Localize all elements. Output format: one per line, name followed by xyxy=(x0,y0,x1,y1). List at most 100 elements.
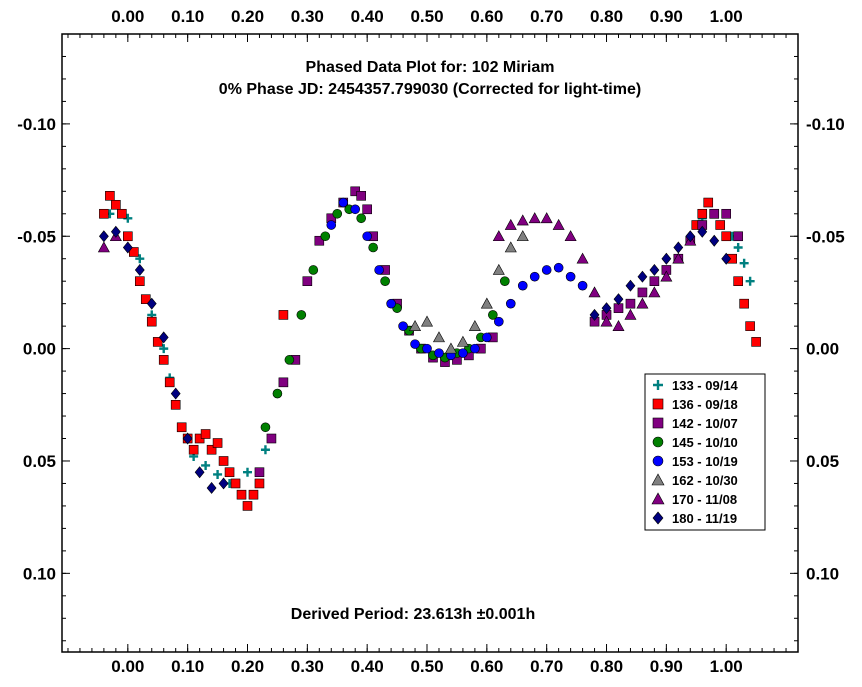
legend-marker xyxy=(653,380,663,390)
data-point xyxy=(212,438,223,448)
data-point xyxy=(122,241,133,254)
data-point xyxy=(200,429,211,439)
data-point xyxy=(201,460,211,470)
x-tick-label-top: 0.60 xyxy=(470,7,503,26)
data-point xyxy=(541,265,552,275)
x-tick-label-bottom: 0.70 xyxy=(530,657,563,676)
data-point xyxy=(564,230,577,242)
data-point xyxy=(254,478,265,489)
data-point xyxy=(504,218,517,230)
data-point xyxy=(99,208,109,219)
data-point xyxy=(242,501,253,511)
data-point xyxy=(458,348,468,358)
data-point xyxy=(492,230,505,242)
data-point xyxy=(218,456,229,466)
data-point xyxy=(565,271,576,282)
data-point xyxy=(98,230,109,243)
y-tick-label-left: -0.05 xyxy=(17,227,56,246)
data-point xyxy=(170,387,181,400)
data-point xyxy=(456,335,469,347)
data-point xyxy=(709,234,720,247)
y-tick-label-left: 0.05 xyxy=(23,452,56,471)
data-point xyxy=(158,355,169,365)
data-point xyxy=(374,265,384,275)
legend: 133 - 09/14 136 - 09/18 142 - 10/07 145 - 1… xyxy=(644,373,766,531)
x-tick-label-bottom: 0.30 xyxy=(291,657,324,676)
data-point xyxy=(516,230,529,242)
chart-subtitle: 0% Phase JD: 2454357.799030 (Corrected f… xyxy=(219,81,641,98)
data-point xyxy=(589,308,600,321)
data-point xyxy=(368,242,378,253)
data-point xyxy=(733,231,743,242)
data-point xyxy=(159,344,169,354)
data-point xyxy=(164,377,175,388)
data-point xyxy=(649,263,660,276)
y-tick-label-right: -0.10 xyxy=(806,115,845,134)
data-point xyxy=(553,262,564,273)
data-point xyxy=(601,302,612,315)
data-point xyxy=(625,298,636,309)
data-point xyxy=(649,276,660,287)
x-tick-label-top: 0.50 xyxy=(410,7,443,26)
data-point xyxy=(302,276,313,287)
data-point xyxy=(206,444,217,455)
data-point xyxy=(111,199,121,210)
y-tick-label-right: 0.05 xyxy=(806,452,839,471)
data-point xyxy=(110,225,121,238)
data-point xyxy=(152,337,163,347)
data-point xyxy=(432,331,445,343)
data-point xyxy=(751,337,761,347)
data-point xyxy=(625,279,636,292)
data-point xyxy=(685,230,696,243)
x-tick-label-bottom: 1.00 xyxy=(710,657,743,676)
legend-label: 180 - 11/19 xyxy=(672,511,737,526)
data-point xyxy=(434,348,444,358)
data-point xyxy=(356,191,366,201)
data-point xyxy=(380,276,390,287)
data-point xyxy=(308,265,319,275)
data-point xyxy=(362,231,372,242)
data-point xyxy=(146,297,157,310)
data-point xyxy=(332,208,343,219)
data-point xyxy=(715,220,726,230)
data-point xyxy=(320,231,331,242)
data-point xyxy=(637,287,648,298)
legend-marker xyxy=(652,417,664,429)
data-point xyxy=(350,204,361,215)
data-point xyxy=(648,286,661,298)
x-tick-label-top: 0.90 xyxy=(650,7,683,26)
data-point xyxy=(206,481,217,494)
legend-label: 136 - 09/18 xyxy=(672,397,738,412)
data-point xyxy=(499,276,510,287)
data-point xyxy=(672,252,685,264)
data-point xyxy=(624,308,637,320)
data-point xyxy=(278,377,289,388)
data-point xyxy=(117,208,127,219)
data-point xyxy=(600,315,613,327)
legend-label: 142 - 10/07 xyxy=(672,416,738,431)
data-point xyxy=(123,231,133,242)
data-point xyxy=(188,444,199,455)
x-tick-label-top: 0.40 xyxy=(351,7,384,26)
y-tick-label-right: 0.00 xyxy=(806,340,839,359)
data-point xyxy=(721,231,731,242)
data-point xyxy=(284,355,295,365)
data-point xyxy=(260,445,270,455)
data-point xyxy=(494,316,504,327)
data-point xyxy=(135,254,145,264)
data-point xyxy=(254,467,265,478)
data-point xyxy=(745,321,755,331)
data-point xyxy=(528,212,541,224)
y-tick-label-left: 0.00 xyxy=(23,340,56,359)
legend-marker xyxy=(652,455,664,467)
data-point xyxy=(588,286,601,298)
data-point xyxy=(421,315,434,327)
data-point xyxy=(577,280,588,291)
chart-title: Phased Data Plot for: 102 Miriam xyxy=(306,59,555,76)
data-point xyxy=(745,276,755,286)
data-point xyxy=(410,339,420,349)
data-point xyxy=(739,258,749,268)
legend-marker xyxy=(652,398,664,410)
data-point xyxy=(673,241,684,254)
